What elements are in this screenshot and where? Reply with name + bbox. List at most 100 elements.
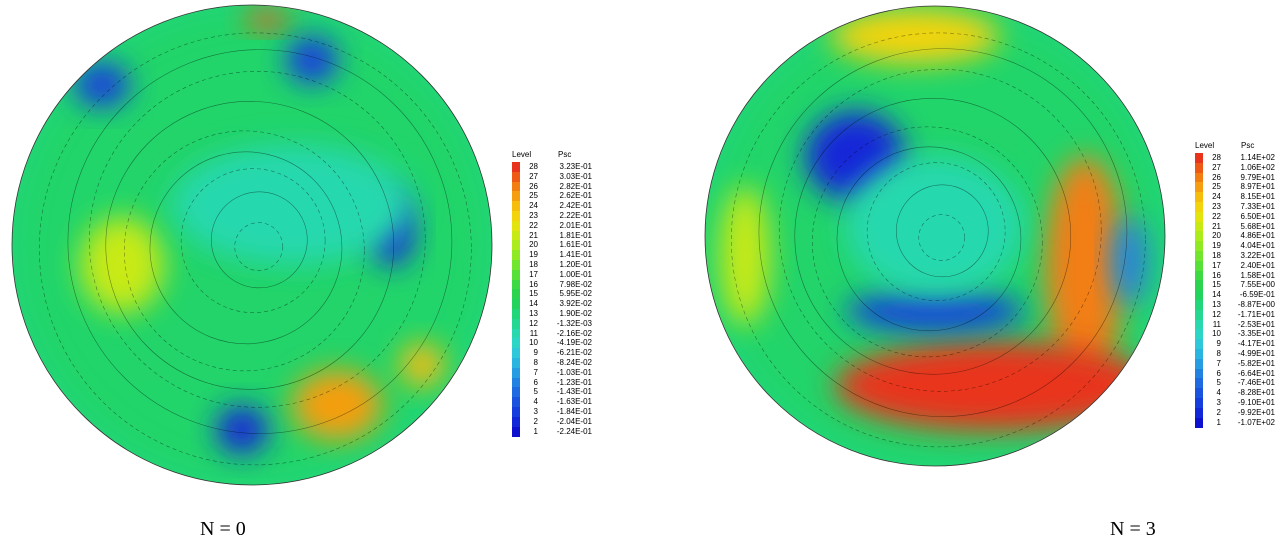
legend-value: -6.64E+01 <box>1237 368 1275 378</box>
contour-line <box>895 184 989 278</box>
legend-row: 22 2.01E-01 <box>512 220 632 231</box>
legend-swatch <box>512 387 520 398</box>
legend-level: 8 <box>533 358 538 367</box>
legend-row: 10 -3.35E+01 <box>1195 329 1279 340</box>
legend-level: 19 <box>1212 241 1221 251</box>
legend-swatch <box>1195 329 1203 340</box>
legend-swatch <box>1195 300 1203 310</box>
legend-swatch <box>512 240 520 251</box>
legend-row: 26 9.79E+01 <box>1195 172 1279 183</box>
legend-row: 2 -2.04E-01 <box>512 416 632 427</box>
legend-header-level: Level <box>512 150 532 159</box>
legend-value: 2.82E-01 <box>559 181 592 191</box>
legend-row: 21 1.81E-01 <box>512 230 632 241</box>
legend-row: 12 -1.71E+01 <box>1195 309 1279 320</box>
legend-value: 3.03E-01 <box>559 171 592 181</box>
contour-region <box>835 341 1155 431</box>
contour-line <box>124 130 365 372</box>
legend-swatch <box>1195 417 1203 428</box>
contour-region <box>830 8 1000 64</box>
legend-level: 20 <box>529 240 538 250</box>
legend-swatch <box>512 338 520 349</box>
legend-swatch <box>1195 202 1203 212</box>
legend-row: 28 3.23E-01 <box>512 162 632 172</box>
legend-row: 3 -9.10E+01 <box>1195 398 1279 408</box>
legend-level: 2 <box>533 416 538 426</box>
legend-level: 24 <box>1212 192 1221 202</box>
legend-swatch <box>1195 260 1203 271</box>
legend-row: 12 -1.32E-03 <box>512 318 632 329</box>
legend-level: 14 <box>529 299 538 309</box>
contour-region <box>245 10 289 30</box>
contour-line <box>794 98 1072 375</box>
legend-row: 27 1.06E+02 <box>1195 162 1279 173</box>
legend-swatch <box>1195 192 1203 203</box>
legend-row: 9 -6.21E-02 <box>512 348 632 359</box>
legend-value: 1.14E+02 <box>1240 153 1275 162</box>
legend-value: 5.95E-02 <box>559 289 592 299</box>
legend-row: 6 -6.64E+01 <box>1195 368 1279 379</box>
contour-line <box>918 214 966 261</box>
legend-value: -7.46E+01 <box>1237 378 1275 388</box>
legend-level: 11 <box>1212 319 1221 329</box>
legend-value: 3.23E-01 <box>559 162 592 171</box>
legend-row: 15 7.55E+00 <box>1195 280 1279 291</box>
legend-level: 12 <box>529 318 538 328</box>
legend-row: 28 1.14E+02 <box>1195 153 1279 163</box>
legend-swatch <box>1195 172 1203 183</box>
contour-region <box>1045 156 1125 376</box>
legend-swatch <box>512 407 520 417</box>
legend-swatch <box>512 416 520 427</box>
legend-value: -9.10E+01 <box>1237 398 1275 407</box>
contour-region <box>286 36 338 84</box>
legend-value: -6.59E-01 <box>1239 290 1275 300</box>
legend-value: 5.68E+01 <box>1240 221 1275 231</box>
legend-level: 10 <box>529 338 538 348</box>
legend-row: 11 -2.53E+01 <box>1195 319 1279 330</box>
legend-value: -1.32E-03 <box>556 318 592 328</box>
legend-row: 21 5.68E+01 <box>1195 221 1279 232</box>
legend-row: 19 1.41E-01 <box>512 250 632 261</box>
legend-row: 16 7.98E-02 <box>512 279 632 290</box>
legend-value: 2.42E-01 <box>559 201 592 211</box>
legend-swatch <box>1195 153 1203 163</box>
legend-row: 8 -8.24E-02 <box>512 358 632 368</box>
legend-row: 1 -1.07E+02 <box>1195 417 1279 428</box>
legend-swatch <box>512 377 520 388</box>
legend-value: 1.41E-01 <box>559 250 592 260</box>
legend-level: 18 <box>1212 251 1221 260</box>
legend-level: 16 <box>1212 270 1221 280</box>
legend-swatch <box>512 289 520 300</box>
legend-value: 2.62E-01 <box>559 191 592 201</box>
legend-row: 1 -2.24E-01 <box>512 426 632 437</box>
legend-row: 18 1.20E-01 <box>512 260 632 270</box>
contour-line <box>210 191 308 289</box>
legend-level: 15 <box>1212 280 1221 290</box>
legend-swatch <box>1195 231 1203 242</box>
legend-swatch <box>512 299 520 310</box>
legend-row: 17 2.40E+01 <box>1195 260 1279 271</box>
contour-line <box>866 162 1006 301</box>
legend-swatch <box>1195 319 1203 330</box>
caption-n0: N = 0 <box>200 518 246 540</box>
legend-row: 11 -2.16E-02 <box>512 328 632 339</box>
legend-level: 3 <box>1216 398 1221 407</box>
contour-line <box>105 101 395 390</box>
legend-level: 13 <box>529 309 538 318</box>
legend-row: 23 7.33E+01 <box>1195 202 1279 212</box>
caption-n3: N = 3 <box>1110 518 1156 540</box>
legend-row: 17 1.00E-01 <box>512 269 632 280</box>
disk-border <box>11 4 493 486</box>
legend-row: 13 -8.87E+00 <box>1195 300 1279 310</box>
contour-region <box>400 343 444 387</box>
legend-value: 9.79E+01 <box>1240 172 1275 182</box>
contour-plot-n0 <box>11 4 493 486</box>
contour-line <box>234 222 284 271</box>
legend-value: 7.55E+00 <box>1240 280 1275 290</box>
legend-value: -1.63E-01 <box>556 397 592 407</box>
contour-plot-n3 <box>704 5 1166 467</box>
contour-region <box>74 63 130 107</box>
legend-level: 25 <box>1212 182 1221 192</box>
legend-level: 28 <box>1212 153 1221 162</box>
legend-value: 2.40E+01 <box>1240 260 1275 270</box>
